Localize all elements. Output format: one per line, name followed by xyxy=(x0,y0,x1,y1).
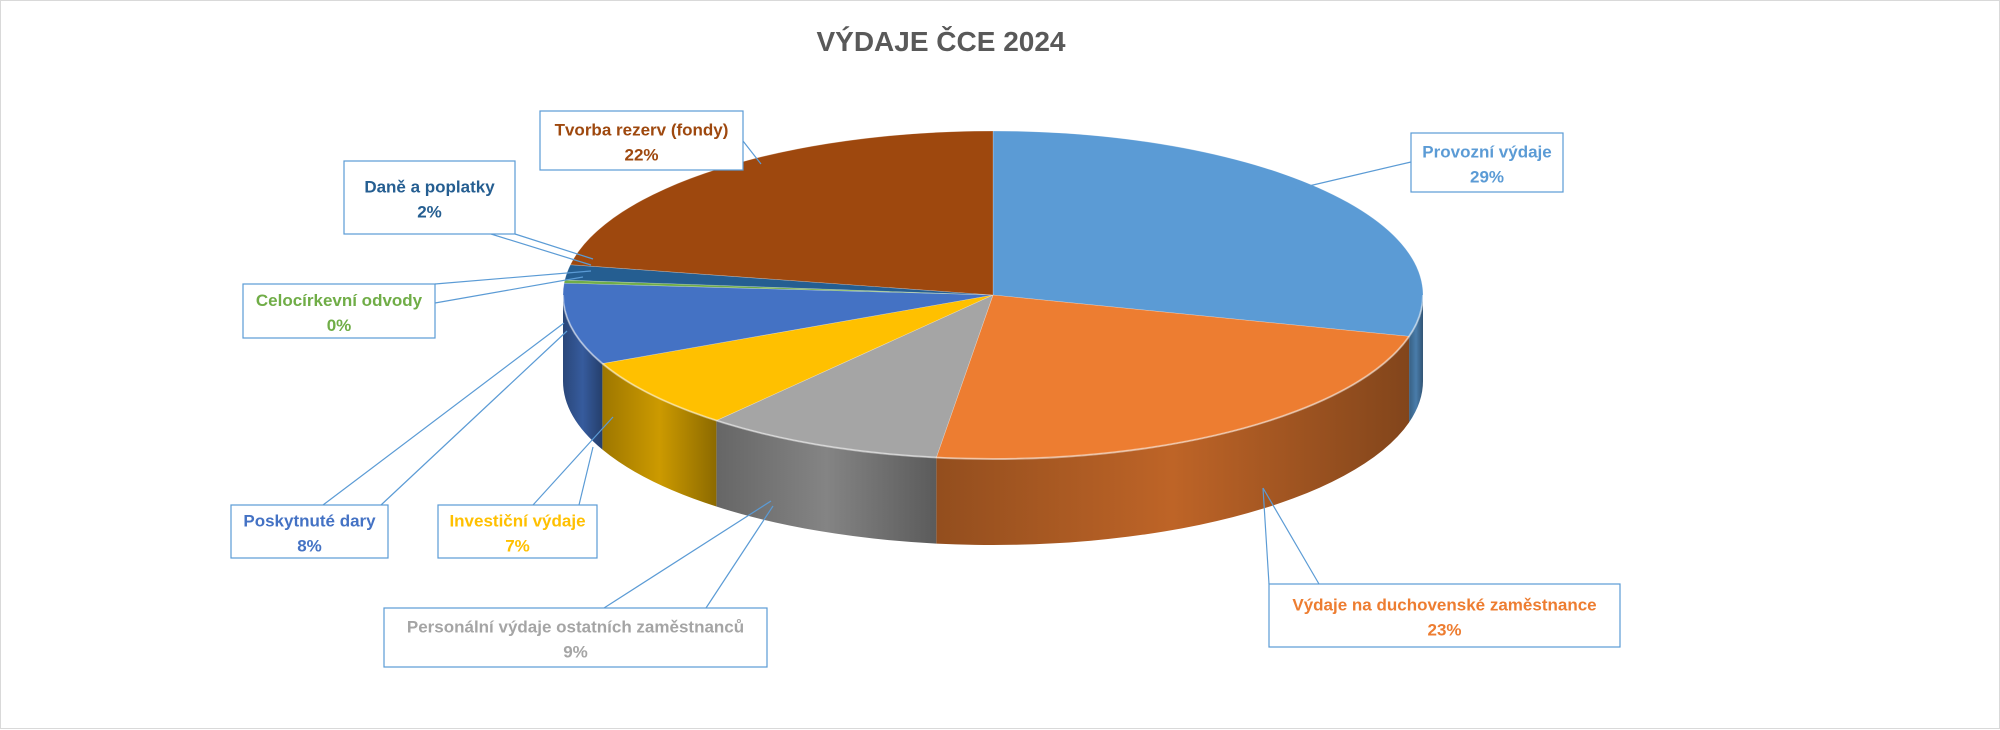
data-label-6: Daně a poplatky 2% xyxy=(343,160,516,235)
leader-line-7 xyxy=(742,140,762,165)
data-label-1: Výdaje na duchovenské zaměstnance 23% xyxy=(1268,583,1621,648)
leader-line-1 xyxy=(1262,487,1270,585)
slice-top-0 xyxy=(992,130,1424,337)
slice-label: Daně a poplatky xyxy=(364,178,495,197)
leader-line-1 xyxy=(1262,487,1320,585)
pie-rim-highlight xyxy=(562,294,1424,460)
leader-line-2 xyxy=(603,500,772,609)
slice-top-2 xyxy=(715,294,994,458)
slice-percent: 22% xyxy=(624,146,658,165)
leader-line-2 xyxy=(705,505,774,609)
data-label-box xyxy=(242,283,436,339)
leader-line-3 xyxy=(578,446,594,506)
slice-label: Výdaje na duchovenské zaměstnance xyxy=(1292,596,1596,615)
slice-percent: 9% xyxy=(563,643,588,662)
leader-line-6 xyxy=(514,233,594,260)
pie-top-faces xyxy=(562,130,1424,460)
slice-percent: 23% xyxy=(1427,621,1461,640)
slice-percent: 2% xyxy=(417,203,442,222)
data-label-2: Personální výdaje ostatních zaměstnanců 9… xyxy=(383,607,768,668)
leader-line-3 xyxy=(532,416,614,506)
slice-label: Personální výdaje ostatních zaměstnanců xyxy=(407,618,744,637)
leader-lines xyxy=(322,140,1412,609)
slice-label: Investiční výdaje xyxy=(449,512,585,531)
slice-side-3 xyxy=(602,363,717,507)
data-label-box xyxy=(230,504,389,559)
leader-line-4 xyxy=(322,322,565,506)
slice-label: Celocírkevní odvody xyxy=(256,291,423,310)
slice-top-3 xyxy=(601,294,994,421)
data-label-box xyxy=(539,110,744,171)
slice-percent: 0% xyxy=(327,316,352,335)
data-label-box xyxy=(383,607,768,668)
slice-label: Tvorba rezerv (fondy) xyxy=(555,121,729,140)
slice-percent: 29% xyxy=(1470,168,1504,187)
slice-top-4 xyxy=(562,282,994,364)
slice-top-1 xyxy=(935,294,1410,460)
slice-side-1 xyxy=(936,336,1410,545)
slice-label: Poskytnuté dary xyxy=(243,512,376,531)
slice-side-0 xyxy=(1409,295,1423,423)
leader-line-5 xyxy=(434,270,592,285)
slice-label: Provozní výdaje xyxy=(1422,143,1551,162)
data-labels: Provozní výdaje 29% Výdaje na duchovenské … xyxy=(230,110,1621,668)
pie-side-walls xyxy=(563,295,1423,545)
data-label-7: Tvorba rezerv (fondy) 22% xyxy=(539,110,744,171)
data-label-3: Investiční výdaje 7% xyxy=(437,504,598,559)
data-label-box xyxy=(343,160,516,235)
data-label-5: Celocírkevní odvody 0% xyxy=(242,283,436,339)
data-label-box xyxy=(437,504,598,559)
slice-percent: 7% xyxy=(505,537,530,556)
data-label-box xyxy=(1410,132,1564,193)
data-label-4: Poskytnuté dary 8% xyxy=(230,504,389,559)
data-label-box xyxy=(1268,583,1621,648)
slice-side-2 xyxy=(716,420,937,544)
leader-line-0 xyxy=(1295,161,1412,190)
slice-percent: 8% xyxy=(297,537,322,556)
chart-title: VÝDAJE ČCE 2024 xyxy=(816,25,1065,57)
slice-side-4 xyxy=(563,295,603,450)
data-label-0: Provozní výdaje 29% xyxy=(1410,132,1564,193)
leader-line-4 xyxy=(380,330,568,506)
leader-line-5 xyxy=(434,276,584,304)
leader-line-6 xyxy=(490,233,592,266)
